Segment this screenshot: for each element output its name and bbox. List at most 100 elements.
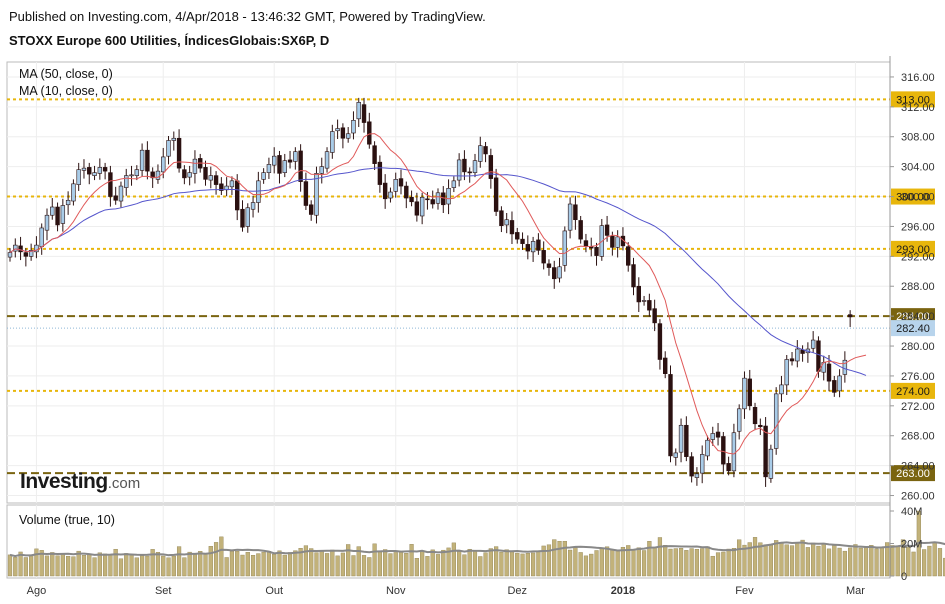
candle-body: [377, 161, 383, 185]
candle-body: [810, 339, 816, 349]
volume-bar: [848, 547, 853, 577]
volume-bar: [161, 555, 166, 577]
volume-bar: [779, 542, 784, 577]
volume-bar: [103, 553, 108, 577]
candle-body: [340, 127, 346, 139]
volume-bar: [372, 543, 377, 577]
candle-body: [478, 145, 483, 162]
candle-body: [678, 424, 684, 453]
candle-body: [789, 358, 795, 362]
candle-body: [710, 433, 715, 440]
candle-body: [208, 175, 213, 181]
volume-bar: [631, 549, 636, 577]
candle-body: [715, 431, 721, 438]
candle-body: [832, 380, 837, 393]
candle-body: [356, 102, 361, 120]
volume-bar: [647, 541, 652, 577]
volume-bar: [324, 553, 330, 577]
candle-body: [816, 340, 821, 372]
x-tick-label: Dez: [507, 585, 527, 597]
candle-body: [65, 199, 71, 206]
volume-tick-label: 0: [901, 571, 907, 583]
volume-bar: [261, 551, 266, 577]
volume-bar: [187, 551, 192, 577]
volume-bar: [943, 557, 945, 577]
volume-bar: [800, 539, 805, 577]
candle-body: [530, 241, 536, 253]
candle-body: [23, 252, 29, 257]
published-note: Published on Investing.com, 4/Apr/2018 -…: [9, 9, 486, 24]
candle-body: [182, 169, 187, 179]
candle-body: [213, 175, 219, 185]
volume-bar: [525, 553, 530, 577]
volume-bar: [504, 549, 509, 577]
volume-bar: [250, 555, 256, 577]
volume-bar: [277, 550, 282, 577]
candle-body: [525, 244, 531, 252]
candle-body: [467, 171, 472, 174]
volume-bar: [383, 549, 388, 577]
volume-bar: [615, 550, 620, 577]
candle-body: [277, 155, 282, 174]
volume-bar: [18, 551, 23, 577]
volume-bar: [97, 552, 102, 577]
volume-bar: [66, 555, 71, 577]
x-tick-label: Set: [155, 585, 172, 597]
candle-body: [335, 128, 340, 132]
volume-bar: [594, 550, 599, 577]
candle-body: [398, 178, 404, 187]
volume-bar: [245, 552, 250, 577]
y-tick-label: 272.00: [901, 401, 935, 413]
candle-body: [139, 149, 145, 171]
investing-logo: Investing.com: [20, 470, 140, 494]
candle-body: [87, 167, 92, 175]
volume-bar: [731, 548, 737, 577]
volume-bar: [678, 548, 684, 577]
candle-body: [250, 202, 256, 210]
volume-bar: [155, 552, 161, 577]
volume-bar: [409, 544, 414, 577]
volume-bar: [652, 546, 657, 577]
volume-bar: [150, 549, 155, 577]
volume-bar: [541, 545, 546, 577]
volume-bar: [356, 546, 361, 577]
y-tick-label: 288.00: [901, 281, 935, 293]
candle-body: [150, 171, 155, 179]
candle-body: [541, 250, 546, 264]
candles: [7, 97, 853, 487]
volume-bar: [113, 548, 118, 577]
candle-body: [837, 375, 842, 392]
candle-body: [367, 121, 372, 145]
volume-bar: [879, 547, 884, 577]
candle-body: [319, 166, 324, 174]
volume-bar: [176, 546, 182, 577]
volume-bar: [388, 553, 393, 577]
candle-body: [192, 158, 198, 174]
volume-bar: [885, 542, 890, 577]
candle-body: [435, 192, 441, 204]
volume-bar: [293, 550, 298, 577]
level-badge: [891, 465, 935, 482]
volume-bar: [367, 557, 372, 577]
volume-bar: [430, 549, 435, 577]
candle-body: [60, 205, 66, 224]
candle-body: [324, 151, 330, 169]
candle-body: [266, 164, 272, 173]
candle-body: [758, 424, 763, 428]
candle-body: [441, 192, 446, 206]
candle-body: [499, 210, 504, 226]
candle-body: [647, 300, 652, 311]
volume-bar: [715, 552, 721, 577]
volume-bar: [171, 555, 176, 577]
candle-body: [747, 378, 752, 407]
volume-bar: [737, 539, 742, 577]
level-badge: [891, 240, 935, 257]
candle-body: [752, 407, 758, 425]
volume-bar: [92, 557, 97, 577]
candle-body: [604, 224, 610, 236]
volume-bar: [361, 555, 367, 577]
y-tick-label: 284.00: [901, 311, 935, 323]
volume-bar: [821, 542, 826, 577]
volume-bar: [287, 552, 293, 577]
